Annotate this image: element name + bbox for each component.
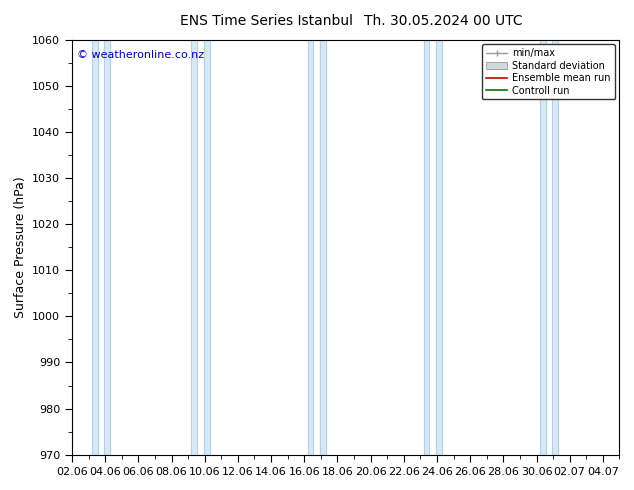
Bar <box>320 40 326 455</box>
Bar <box>307 40 313 455</box>
Text: © weatheronline.co.nz: © weatheronline.co.nz <box>77 50 205 60</box>
Bar <box>191 40 197 455</box>
Bar <box>552 40 558 455</box>
Y-axis label: Surface Pressure (hPa): Surface Pressure (hPa) <box>13 176 27 318</box>
Bar <box>436 40 442 455</box>
Text: ENS Time Series Istanbul: ENS Time Series Istanbul <box>180 14 353 28</box>
Text: Th. 30.05.2024 00 UTC: Th. 30.05.2024 00 UTC <box>365 14 523 28</box>
Bar <box>424 40 429 455</box>
Bar <box>540 40 546 455</box>
Legend: min/max, Standard deviation, Ensemble mean run, Controll run: min/max, Standard deviation, Ensemble me… <box>482 45 614 99</box>
Bar <box>92 40 98 455</box>
Bar <box>105 40 110 455</box>
Bar <box>204 40 210 455</box>
